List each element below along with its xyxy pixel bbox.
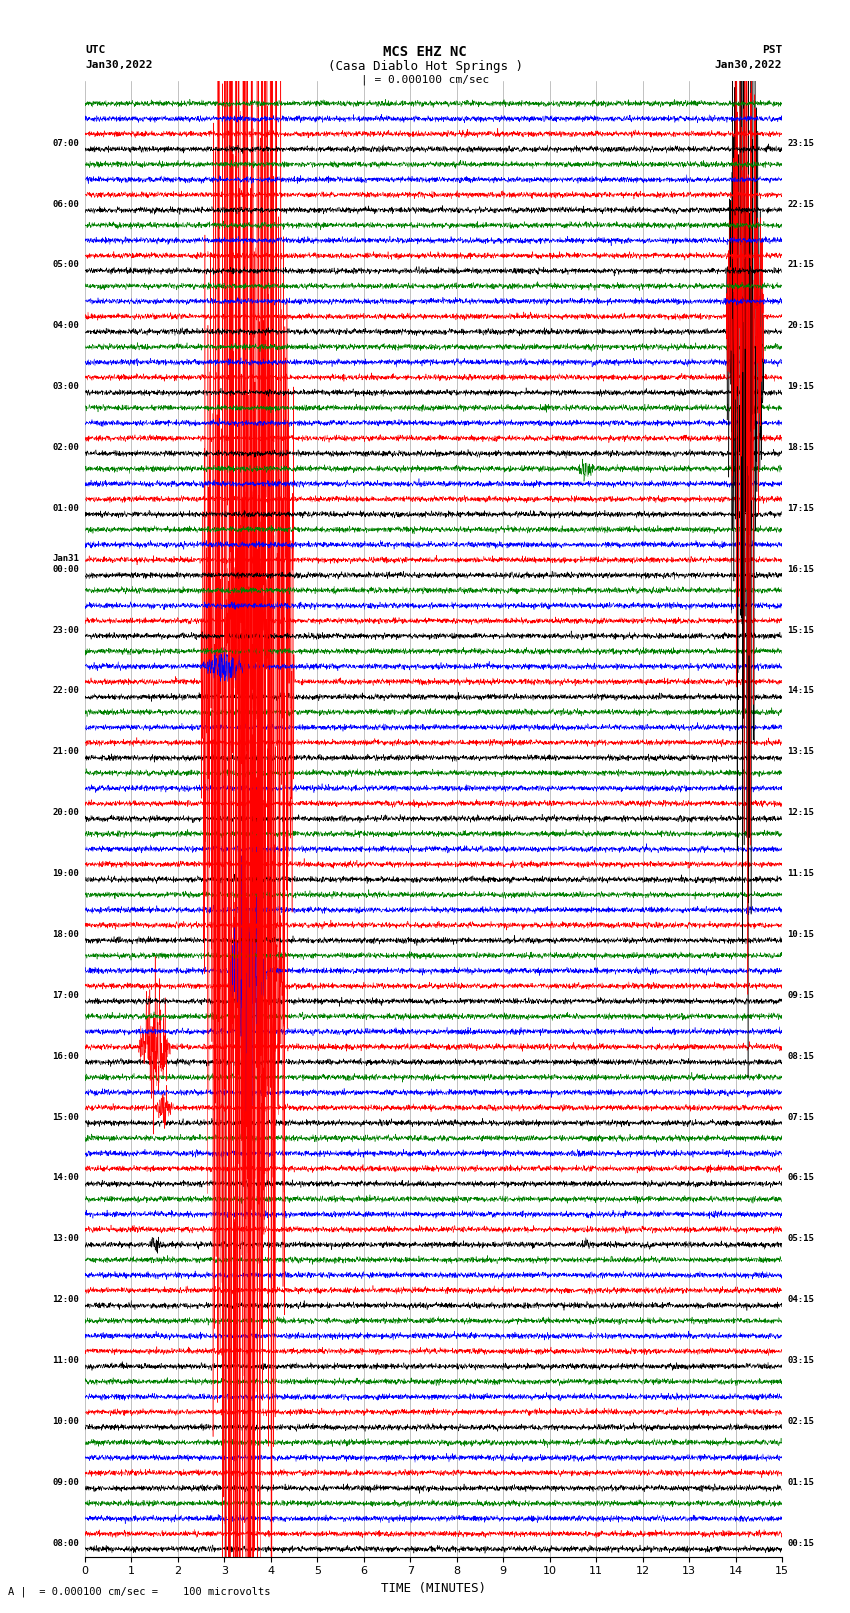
Text: A |  = 0.000100 cm/sec =    100 microvolts: A | = 0.000100 cm/sec = 100 microvolts — [8, 1586, 271, 1597]
Text: UTC: UTC — [85, 45, 105, 55]
Text: 13:15: 13:15 — [788, 747, 814, 756]
Text: 07:00: 07:00 — [53, 139, 79, 148]
Text: 23:15: 23:15 — [788, 139, 814, 148]
Text: 15:00: 15:00 — [53, 1113, 79, 1121]
Text: 22:15: 22:15 — [788, 200, 814, 208]
Text: 05:15: 05:15 — [788, 1234, 814, 1244]
Text: 20:15: 20:15 — [788, 321, 814, 331]
Text: 16:00: 16:00 — [53, 1052, 79, 1061]
Text: 02:00: 02:00 — [53, 444, 79, 452]
Text: 01:15: 01:15 — [788, 1478, 814, 1487]
Text: 09:00: 09:00 — [53, 1478, 79, 1487]
Text: Jan30,2022: Jan30,2022 — [715, 60, 782, 69]
Text: 17:00: 17:00 — [53, 990, 79, 1000]
Text: 14:00: 14:00 — [53, 1173, 79, 1182]
Text: 21:00: 21:00 — [53, 747, 79, 756]
Text: 11:15: 11:15 — [788, 869, 814, 877]
Text: 23:00: 23:00 — [53, 626, 79, 634]
Text: 02:15: 02:15 — [788, 1416, 814, 1426]
Text: 18:00: 18:00 — [53, 931, 79, 939]
Text: | = 0.000100 cm/sec: | = 0.000100 cm/sec — [361, 74, 489, 85]
Text: 04:15: 04:15 — [788, 1295, 814, 1303]
Text: 11:00: 11:00 — [53, 1357, 79, 1365]
Text: 06:00: 06:00 — [53, 200, 79, 208]
Text: 05:00: 05:00 — [53, 260, 79, 269]
Text: 08:15: 08:15 — [788, 1052, 814, 1061]
Text: 22:00: 22:00 — [53, 687, 79, 695]
Text: 12:00: 12:00 — [53, 1295, 79, 1303]
Text: (Casa Diablo Hot Springs ): (Casa Diablo Hot Springs ) — [327, 60, 523, 73]
Text: 20:00: 20:00 — [53, 808, 79, 818]
X-axis label: TIME (MINUTES): TIME (MINUTES) — [381, 1582, 486, 1595]
Text: 10:00: 10:00 — [53, 1416, 79, 1426]
Text: 01:00: 01:00 — [53, 503, 79, 513]
Text: 12:15: 12:15 — [788, 808, 814, 818]
Text: 14:15: 14:15 — [788, 687, 814, 695]
Text: 04:00: 04:00 — [53, 321, 79, 331]
Text: 03:15: 03:15 — [788, 1357, 814, 1365]
Text: 19:15: 19:15 — [788, 382, 814, 392]
Text: 13:00: 13:00 — [53, 1234, 79, 1244]
Text: 10:15: 10:15 — [788, 931, 814, 939]
Text: 19:00: 19:00 — [53, 869, 79, 877]
Text: Jan31: Jan31 — [53, 553, 79, 563]
Text: PST: PST — [762, 45, 782, 55]
Text: Jan30,2022: Jan30,2022 — [85, 60, 152, 69]
Text: 08:00: 08:00 — [53, 1539, 79, 1547]
Text: 21:15: 21:15 — [788, 260, 814, 269]
Text: 06:15: 06:15 — [788, 1173, 814, 1182]
Text: 03:00: 03:00 — [53, 382, 79, 392]
Text: 15:15: 15:15 — [788, 626, 814, 634]
Text: 17:15: 17:15 — [788, 503, 814, 513]
Text: 00:15: 00:15 — [788, 1539, 814, 1547]
Text: 07:15: 07:15 — [788, 1113, 814, 1121]
Text: 00:00: 00:00 — [53, 565, 79, 574]
Text: 09:15: 09:15 — [788, 990, 814, 1000]
Text: MCS EHZ NC: MCS EHZ NC — [383, 45, 467, 60]
Text: 18:15: 18:15 — [788, 444, 814, 452]
Text: 16:15: 16:15 — [788, 565, 814, 574]
